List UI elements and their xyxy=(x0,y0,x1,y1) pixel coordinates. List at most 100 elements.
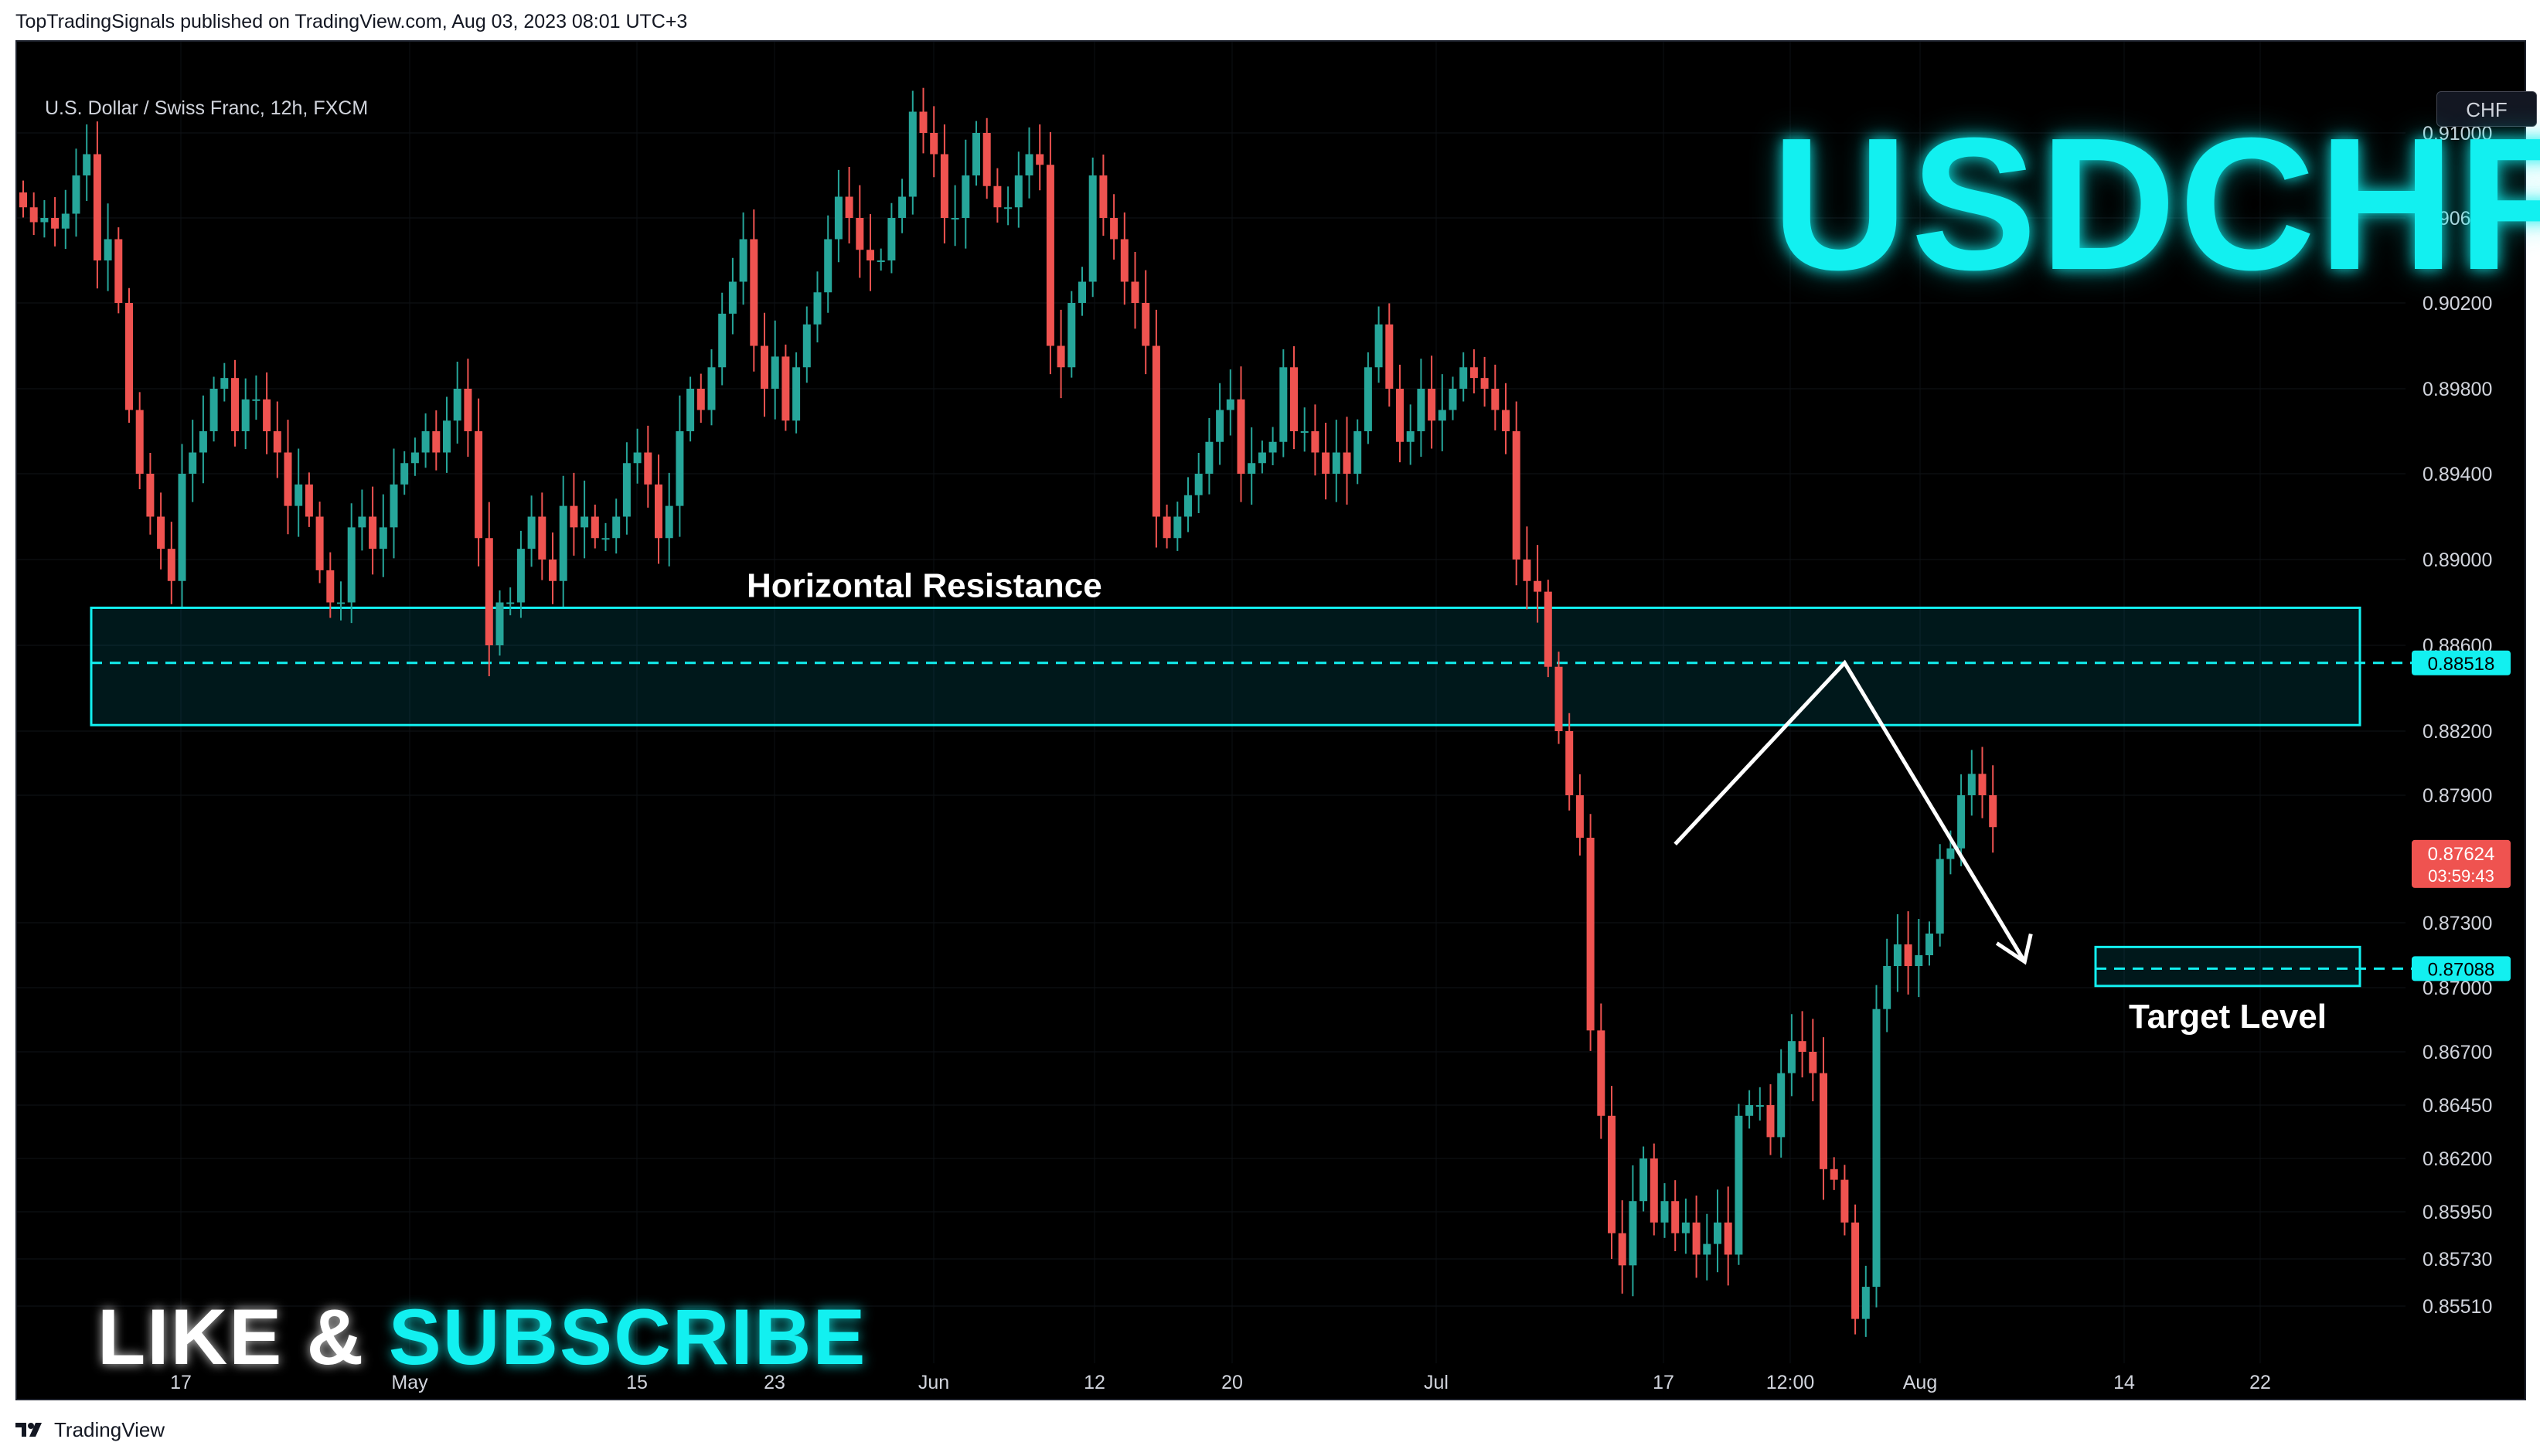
price-tick-label: 0.89800 xyxy=(2423,379,2492,400)
time-tick-label: 12:00 xyxy=(1766,1372,1815,1393)
bullish-candle xyxy=(1268,427,1277,465)
bearish-candle xyxy=(485,502,493,676)
bullish-candle xyxy=(358,489,366,551)
bearish-candle xyxy=(315,502,324,583)
candlestick-chart[interactable]: Horizontal Resistance Target Level 0.9100… xyxy=(17,42,2525,1399)
symbol-title: USDCHF xyxy=(1772,98,2540,309)
chart-panel[interactable]: Horizontal Resistance Target Level 0.9100… xyxy=(15,40,2540,1400)
bearish-candle xyxy=(1851,1204,1860,1335)
bullish-candle xyxy=(337,581,345,621)
target-price-tag: 0.87088 xyxy=(2412,956,2511,981)
bullish-candle xyxy=(1755,1087,1764,1121)
bullish-candle xyxy=(1300,407,1309,452)
bullish-candle xyxy=(527,495,536,567)
price-tick-label: 0.87900 xyxy=(2423,785,2492,807)
time-tick-label: 20 xyxy=(1221,1372,1243,1393)
bearish-candle xyxy=(1565,713,1574,811)
bearish-candle xyxy=(781,344,790,431)
bearish-candle xyxy=(1840,1165,1849,1236)
bullish-candle xyxy=(739,212,747,305)
bearish-candle xyxy=(1544,580,1552,678)
bearish-candle xyxy=(856,185,864,278)
bearish-candle xyxy=(369,486,377,575)
annotation-layer xyxy=(1673,659,2033,965)
bearish-candle xyxy=(125,287,133,423)
bullish-candle xyxy=(379,494,387,577)
bearish-candle xyxy=(1046,131,1054,375)
bearish-candle xyxy=(29,192,38,235)
bullish-candle xyxy=(972,121,980,186)
bearish-candle xyxy=(1586,814,1595,1051)
bullish-candle xyxy=(665,472,673,566)
bearish-candle xyxy=(51,197,60,247)
symbol-info[interactable]: U.S. Dollar / Swiss Franc, 12h, FXCM xyxy=(45,97,369,119)
price-tick-label: 0.86450 xyxy=(2423,1095,2492,1117)
bearish-candle xyxy=(538,492,546,580)
bullish-candle xyxy=(1014,151,1023,228)
bullish-candle xyxy=(1883,938,1891,1032)
footer: TradingView xyxy=(15,1414,165,1445)
bullish-candle xyxy=(347,503,356,624)
price-tick-label: 0.85730 xyxy=(2423,1249,2492,1271)
target-zone[interactable] xyxy=(2094,945,2361,988)
bearish-candle xyxy=(231,359,239,447)
bullish-candle xyxy=(1004,186,1013,226)
bearish-candle xyxy=(1512,401,1520,586)
bullish-candle xyxy=(199,395,207,484)
bullish-candle xyxy=(1406,404,1415,465)
bullish-candle xyxy=(72,148,80,237)
bearish-candle xyxy=(1163,504,1171,549)
bullish-candle xyxy=(1258,441,1266,474)
bearish-candle xyxy=(1692,1196,1701,1278)
resistance-price-tag: 0.88518 xyxy=(2412,650,2511,675)
zones-layer: Horizontal Resistance Target Level xyxy=(90,566,2421,1036)
bullish-candle xyxy=(1449,376,1457,420)
bullish-candle xyxy=(506,587,515,616)
bullish-candle xyxy=(1925,921,1933,966)
bearish-candle xyxy=(326,552,335,618)
bullish-candle xyxy=(241,378,250,450)
current-price-value: 0.87624 xyxy=(2428,844,2495,865)
bearish-candle xyxy=(1036,124,1044,191)
bullish-candle xyxy=(951,185,959,247)
time-tick-label: 17 xyxy=(1653,1372,1674,1393)
price-tick-label: 0.89000 xyxy=(2423,549,2492,571)
bearish-candle xyxy=(750,209,758,372)
bearish-candle xyxy=(1502,383,1510,454)
resistance-zone[interactable] xyxy=(90,606,2361,726)
time-tick-label: 12 xyxy=(1084,1372,1105,1393)
like-subscribe-banner: LIKE & SUBSCRIBE xyxy=(97,1298,867,1376)
bullish-candle xyxy=(1088,157,1097,298)
bullish-candle xyxy=(601,522,610,551)
cta-like: LIKE & xyxy=(97,1293,389,1381)
bullish-candle xyxy=(707,349,716,426)
bullish-candle xyxy=(1629,1165,1637,1297)
price-tick-label: 0.86200 xyxy=(2423,1148,2492,1170)
price-tick-label: 0.85950 xyxy=(2423,1202,2492,1223)
bullish-candle xyxy=(771,320,779,420)
tradingview-logo-icon xyxy=(15,1423,42,1437)
target-label: Target Level xyxy=(2129,998,2327,1036)
bullish-candle xyxy=(908,90,917,215)
bearish-candle xyxy=(1534,545,1542,623)
bullish-candle xyxy=(1893,914,1902,992)
currency-button[interactable]: CHF xyxy=(2436,91,2537,127)
bearish-candle xyxy=(1110,194,1118,260)
bullish-candle xyxy=(295,448,303,537)
bearish-candle xyxy=(464,359,472,457)
price-axis: 0.910000.906000.902000.898000.894000.890… xyxy=(2412,123,2511,1318)
bearish-candle xyxy=(1343,417,1351,505)
bullish-candle xyxy=(178,444,186,607)
bearish-candle xyxy=(305,472,313,527)
bullish-candle xyxy=(1745,1090,1754,1129)
bullish-candle xyxy=(1957,774,1966,866)
resistance-label: Horizontal Resistance xyxy=(747,566,1102,604)
bearish-candle xyxy=(263,372,271,454)
bearish-candle xyxy=(696,373,705,423)
bullish-candle xyxy=(581,480,589,559)
bullish-candle xyxy=(887,202,896,274)
bullish-candle xyxy=(516,530,525,618)
bullish-candle xyxy=(1025,127,1033,199)
footer-brand: TradingView xyxy=(54,1417,165,1441)
